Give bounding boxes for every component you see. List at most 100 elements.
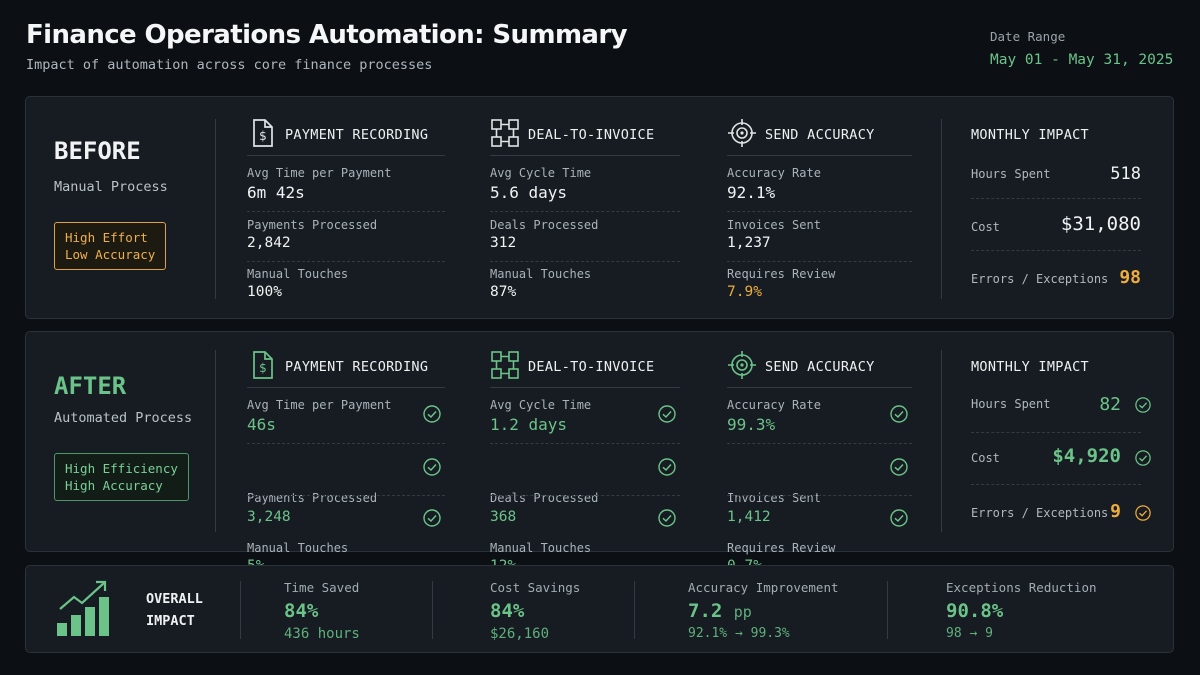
flow-diagram-icon: [491, 351, 519, 379]
overall-title-line: IMPACT: [146, 613, 195, 629]
section-title: DEAL-TO-INVOICE: [528, 127, 655, 143]
after-deal-to-invoice-section: DEAL-TO-INVOICE Avg Cycle Time 1.2 days …: [490, 350, 680, 574]
before-send-accuracy-section: SEND ACCURACY Accuracy Rate 92.1% Invoic…: [727, 118, 912, 300]
metric-label: Requires Review: [727, 267, 836, 281]
before-panel: BEFORE Manual Process High Effort Low Ac…: [25, 96, 1174, 319]
metric-label: Manual Touches: [247, 267, 349, 281]
divider: [727, 443, 912, 444]
divider: [887, 581, 888, 639]
page-subtitle: Impact of automation across core finance…: [26, 57, 433, 73]
metric-value: 1.2 days: [490, 415, 568, 434]
divider: [971, 250, 1141, 251]
target-icon: [728, 119, 756, 147]
before-state-title: BEFORE: [54, 137, 141, 165]
divider: [490, 495, 680, 496]
monthly-impact-row: Cost $4,920: [971, 445, 1151, 479]
stat-label: Cost Savings: [490, 580, 581, 595]
check-circle-icon: [890, 509, 908, 527]
divider: [971, 484, 1141, 485]
divider: [941, 119, 942, 299]
row-label: Hours Spent: [971, 167, 1051, 181]
row-label: Hours Spent: [971, 397, 1051, 411]
monthly-impact-title: MONTHLY IMPACT: [971, 127, 1089, 143]
metric-label: Avg Cycle Time: [490, 398, 592, 412]
metric-label: Invoices Sent: [727, 491, 821, 505]
stat-sub: 98 → 9: [946, 626, 993, 641]
divider: [941, 350, 942, 532]
badge-line: High Accuracy: [65, 478, 163, 493]
divider: [240, 581, 241, 639]
dollar-document-icon: $: [253, 119, 273, 147]
stat-label: Time Saved: [284, 580, 360, 595]
section-title: DEAL-TO-INVOICE: [528, 359, 655, 375]
metric-value: 6m 42s: [247, 183, 305, 202]
metric-label: Invoices Sent: [727, 218, 821, 232]
stat-value: 90.8%: [946, 600, 1004, 622]
divider: [971, 198, 1141, 199]
dollar-document-icon: $: [253, 351, 273, 379]
stat-value: 7.2: [688, 600, 723, 622]
after-payment-recording-section: $ PAYMENT RECORDING Avg Time per Payment…: [247, 350, 445, 574]
stat-sub: 436 hours: [284, 626, 360, 642]
row-value: $31,080: [1060, 213, 1141, 235]
after-send-accuracy-section: SEND ACCURACY Accuracy Rate 99.3% Invoic…: [727, 350, 912, 574]
row-value: 518: [1110, 164, 1141, 184]
section-title: SEND ACCURACY: [765, 127, 875, 143]
metric-value: 92.1%: [727, 183, 776, 202]
metric-label: Deals Processed: [490, 491, 599, 505]
stat-label: Accuracy Improvement: [688, 580, 839, 595]
metric-value: 7.9%: [727, 284, 762, 300]
before-payment-recording-section: $ PAYMENT RECORDING Avg Time per Payment…: [247, 118, 445, 300]
metric-label: Manual Touches: [490, 541, 592, 555]
metric-value: 3,248: [247, 509, 291, 525]
divider: [490, 443, 680, 444]
divider: [215, 119, 216, 299]
metric-value: 100%: [247, 284, 282, 300]
divider: [247, 211, 445, 212]
monthly-impact-row: Errors / Exceptions 98: [971, 267, 1141, 300]
page-title: Finance Operations Automation: Summary: [26, 20, 628, 50]
divider: [247, 495, 445, 496]
divider: [490, 261, 680, 262]
metric-value: 1,412: [727, 509, 771, 525]
metric-value: 5.6 days: [490, 183, 568, 202]
metric-value: 46s: [247, 415, 276, 434]
date-range-value[interactable]: May 01 - May 31, 2025: [990, 52, 1174, 68]
monthly-impact-row: Cost $31,080: [971, 213, 1141, 247]
before-deal-to-invoice-section: DEAL-TO-INVOICE Avg Cycle Time 5.6 days …: [490, 118, 680, 300]
metric-value: 87%: [490, 284, 517, 300]
row-value: 98: [1119, 267, 1141, 288]
metric-label: Deals Processed: [490, 218, 599, 232]
check-circle-icon: [890, 458, 908, 476]
target-icon: [728, 351, 756, 379]
row-value: $4,920: [1052, 445, 1121, 467]
metric-value: 312: [490, 235, 517, 251]
check-circle-icon: [1135, 505, 1151, 521]
metric-label: Accuracy Rate: [727, 398, 821, 412]
metric-label: Manual Touches: [247, 541, 349, 555]
metric-label: Requires Review: [727, 541, 836, 555]
row-label: Cost: [971, 451, 1000, 465]
monthly-impact-row: Hours Spent 82: [971, 394, 1151, 427]
metric-value: 99.3%: [727, 415, 776, 434]
row-value: 9: [1110, 501, 1121, 522]
check-circle-icon: [658, 509, 676, 527]
divider: [432, 581, 433, 639]
divider: [247, 261, 445, 262]
after-state-title: AFTER: [54, 372, 127, 400]
after-monthly-impact: MONTHLY IMPACT Hours Spent 82 Cost $4,92…: [971, 359, 1151, 529]
before-process-label: Manual Process: [54, 179, 168, 195]
flow-diagram-icon: [491, 119, 519, 147]
metric-value: 2,842: [247, 235, 291, 251]
badge-line: High Efficiency: [65, 461, 178, 476]
date-range-label: Date Range: [990, 29, 1066, 44]
row-label: Cost: [971, 220, 1000, 234]
badge-line: High Effort: [65, 230, 148, 245]
monthly-impact-row: Errors / Exceptions 9: [971, 501, 1151, 534]
divider: [727, 211, 912, 212]
metric-value: 1,237: [727, 235, 771, 251]
stat-value-group: 7.2 pp: [688, 600, 752, 622]
overall-title-line: OVERALL: [146, 591, 203, 607]
overall-impact-title: OVERALL IMPACT: [146, 588, 203, 632]
monthly-impact-row: Hours Spent 518: [971, 164, 1141, 195]
